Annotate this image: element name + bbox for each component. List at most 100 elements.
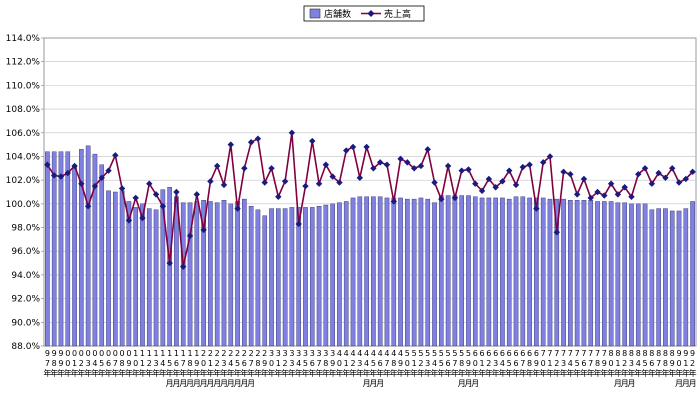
x-tick-label: 2 — [418, 359, 423, 368]
sales-marker — [275, 193, 282, 200]
bar — [642, 203, 648, 347]
y-tick-label: 104.0% — [6, 152, 41, 162]
x-tick-label: 4 — [364, 359, 369, 368]
x-tick-label: 1 — [154, 349, 159, 358]
bar — [276, 208, 281, 347]
bar — [51, 151, 57, 347]
sales-marker — [506, 167, 513, 174]
bar — [493, 197, 498, 347]
y-tick-label: 112.0% — [6, 58, 41, 68]
x-tick-label: 6 — [500, 349, 505, 358]
bar — [629, 203, 634, 347]
sales-marker — [180, 263, 187, 270]
bar — [282, 208, 288, 347]
x-tick-label: 年 — [64, 368, 72, 378]
x-tick-label: 年 — [539, 368, 547, 378]
x-tick-label: 年 — [186, 368, 194, 378]
x-tick-label: 1 — [133, 349, 138, 358]
x-tick-label: 5 — [507, 359, 512, 368]
x-tick-label: 3 — [303, 349, 308, 358]
x-tick-label: 2 — [690, 359, 695, 368]
x-tick-label: 年 — [369, 368, 377, 378]
sales-marker — [553, 229, 560, 236]
x-tick-label: 年 — [200, 368, 208, 378]
x-tick-label: 年 — [451, 368, 459, 378]
x-tick-label: 7 — [575, 349, 580, 358]
bar — [350, 197, 356, 347]
x-tick-label: 年 — [655, 368, 663, 378]
bar — [45, 151, 50, 347]
x-tick-label: 1 — [276, 359, 281, 368]
x-tick-label: 9 — [45, 349, 50, 358]
x-tick-label: 9 — [126, 359, 131, 368]
x-tick-label: 年 — [390, 368, 398, 378]
sales-marker — [370, 165, 377, 172]
x-tick-label: 3 — [330, 349, 335, 358]
sales-marker — [519, 163, 527, 171]
x-tick-label: 1 — [181, 349, 186, 358]
y-tick-label: 92.0% — [11, 295, 40, 305]
x-tick-label: 0 — [473, 359, 478, 368]
x-tick-label: 年 — [288, 368, 296, 378]
x-tick-label: 8 — [643, 349, 648, 358]
x-tick-label: 4 — [500, 359, 505, 368]
x-tick-label: 2 — [79, 359, 84, 368]
x-tick-label-month: 月 — [206, 379, 214, 388]
x-tick-label: 4 — [432, 359, 437, 368]
x-tick-label: 年 — [342, 368, 350, 378]
x-tick-label-month: 月 — [193, 379, 201, 388]
x-tick-label: 7 — [656, 359, 661, 368]
x-tick-label: 9 — [194, 359, 199, 368]
bar — [602, 201, 607, 347]
sales-marker — [268, 165, 275, 172]
x-tick-label: 年 — [594, 368, 602, 378]
x-tick-label: 0 — [86, 349, 91, 358]
sales-marker — [485, 175, 493, 183]
x-tick-label: 年 — [193, 368, 201, 378]
x-tick-label: 年 — [526, 368, 534, 378]
bar — [248, 206, 254, 347]
x-tick-label-month: 月 — [363, 379, 371, 388]
bar — [242, 198, 247, 347]
sales-marker — [424, 146, 431, 153]
bar — [568, 200, 573, 347]
x-tick-label: 6 — [493, 349, 498, 358]
x-tick-label: 年 — [478, 368, 486, 378]
x-tick-label: 年 — [458, 368, 466, 378]
sales-marker — [84, 203, 92, 210]
x-tick-label: 5 — [371, 359, 376, 368]
x-tick-label: 年 — [553, 368, 561, 378]
legend-bar-swatch — [309, 8, 321, 19]
x-tick-label: 4 — [350, 349, 355, 358]
x-tick-label: 0 — [99, 349, 104, 358]
sales-marker — [98, 174, 105, 181]
x-tick-label: 8 — [622, 349, 627, 358]
bar — [337, 202, 342, 347]
x-tick-label: 7 — [520, 359, 525, 368]
x-tick-label: 9 — [466, 359, 471, 368]
sales-marker — [410, 165, 418, 172]
x-tick-label: 7 — [595, 349, 600, 358]
x-tick-label: 年 — [268, 368, 276, 378]
x-tick-label: 3 — [86, 359, 91, 368]
x-tick-label: 年 — [560, 368, 568, 378]
sales-marker — [295, 220, 302, 228]
x-tick-label: 0 — [269, 359, 274, 368]
x-tick-label: 1 — [140, 359, 145, 368]
x-tick-label: 9 — [602, 359, 607, 368]
sales-marker — [132, 194, 139, 202]
x-tick-label: 0 — [113, 349, 118, 358]
bar — [486, 197, 492, 347]
bar — [683, 208, 689, 347]
x-tick-label: 6 — [486, 349, 491, 358]
sales-marker — [669, 165, 676, 172]
x-tick-label: 9 — [690, 349, 695, 358]
bar — [676, 210, 682, 347]
sales-marker — [241, 165, 248, 172]
x-tick-label: 0 — [72, 349, 77, 358]
sales-marker — [546, 153, 554, 160]
bar — [398, 197, 403, 347]
bar — [405, 198, 410, 347]
x-tick-label: 0 — [541, 359, 546, 368]
x-tick-label: 5 — [405, 349, 410, 358]
